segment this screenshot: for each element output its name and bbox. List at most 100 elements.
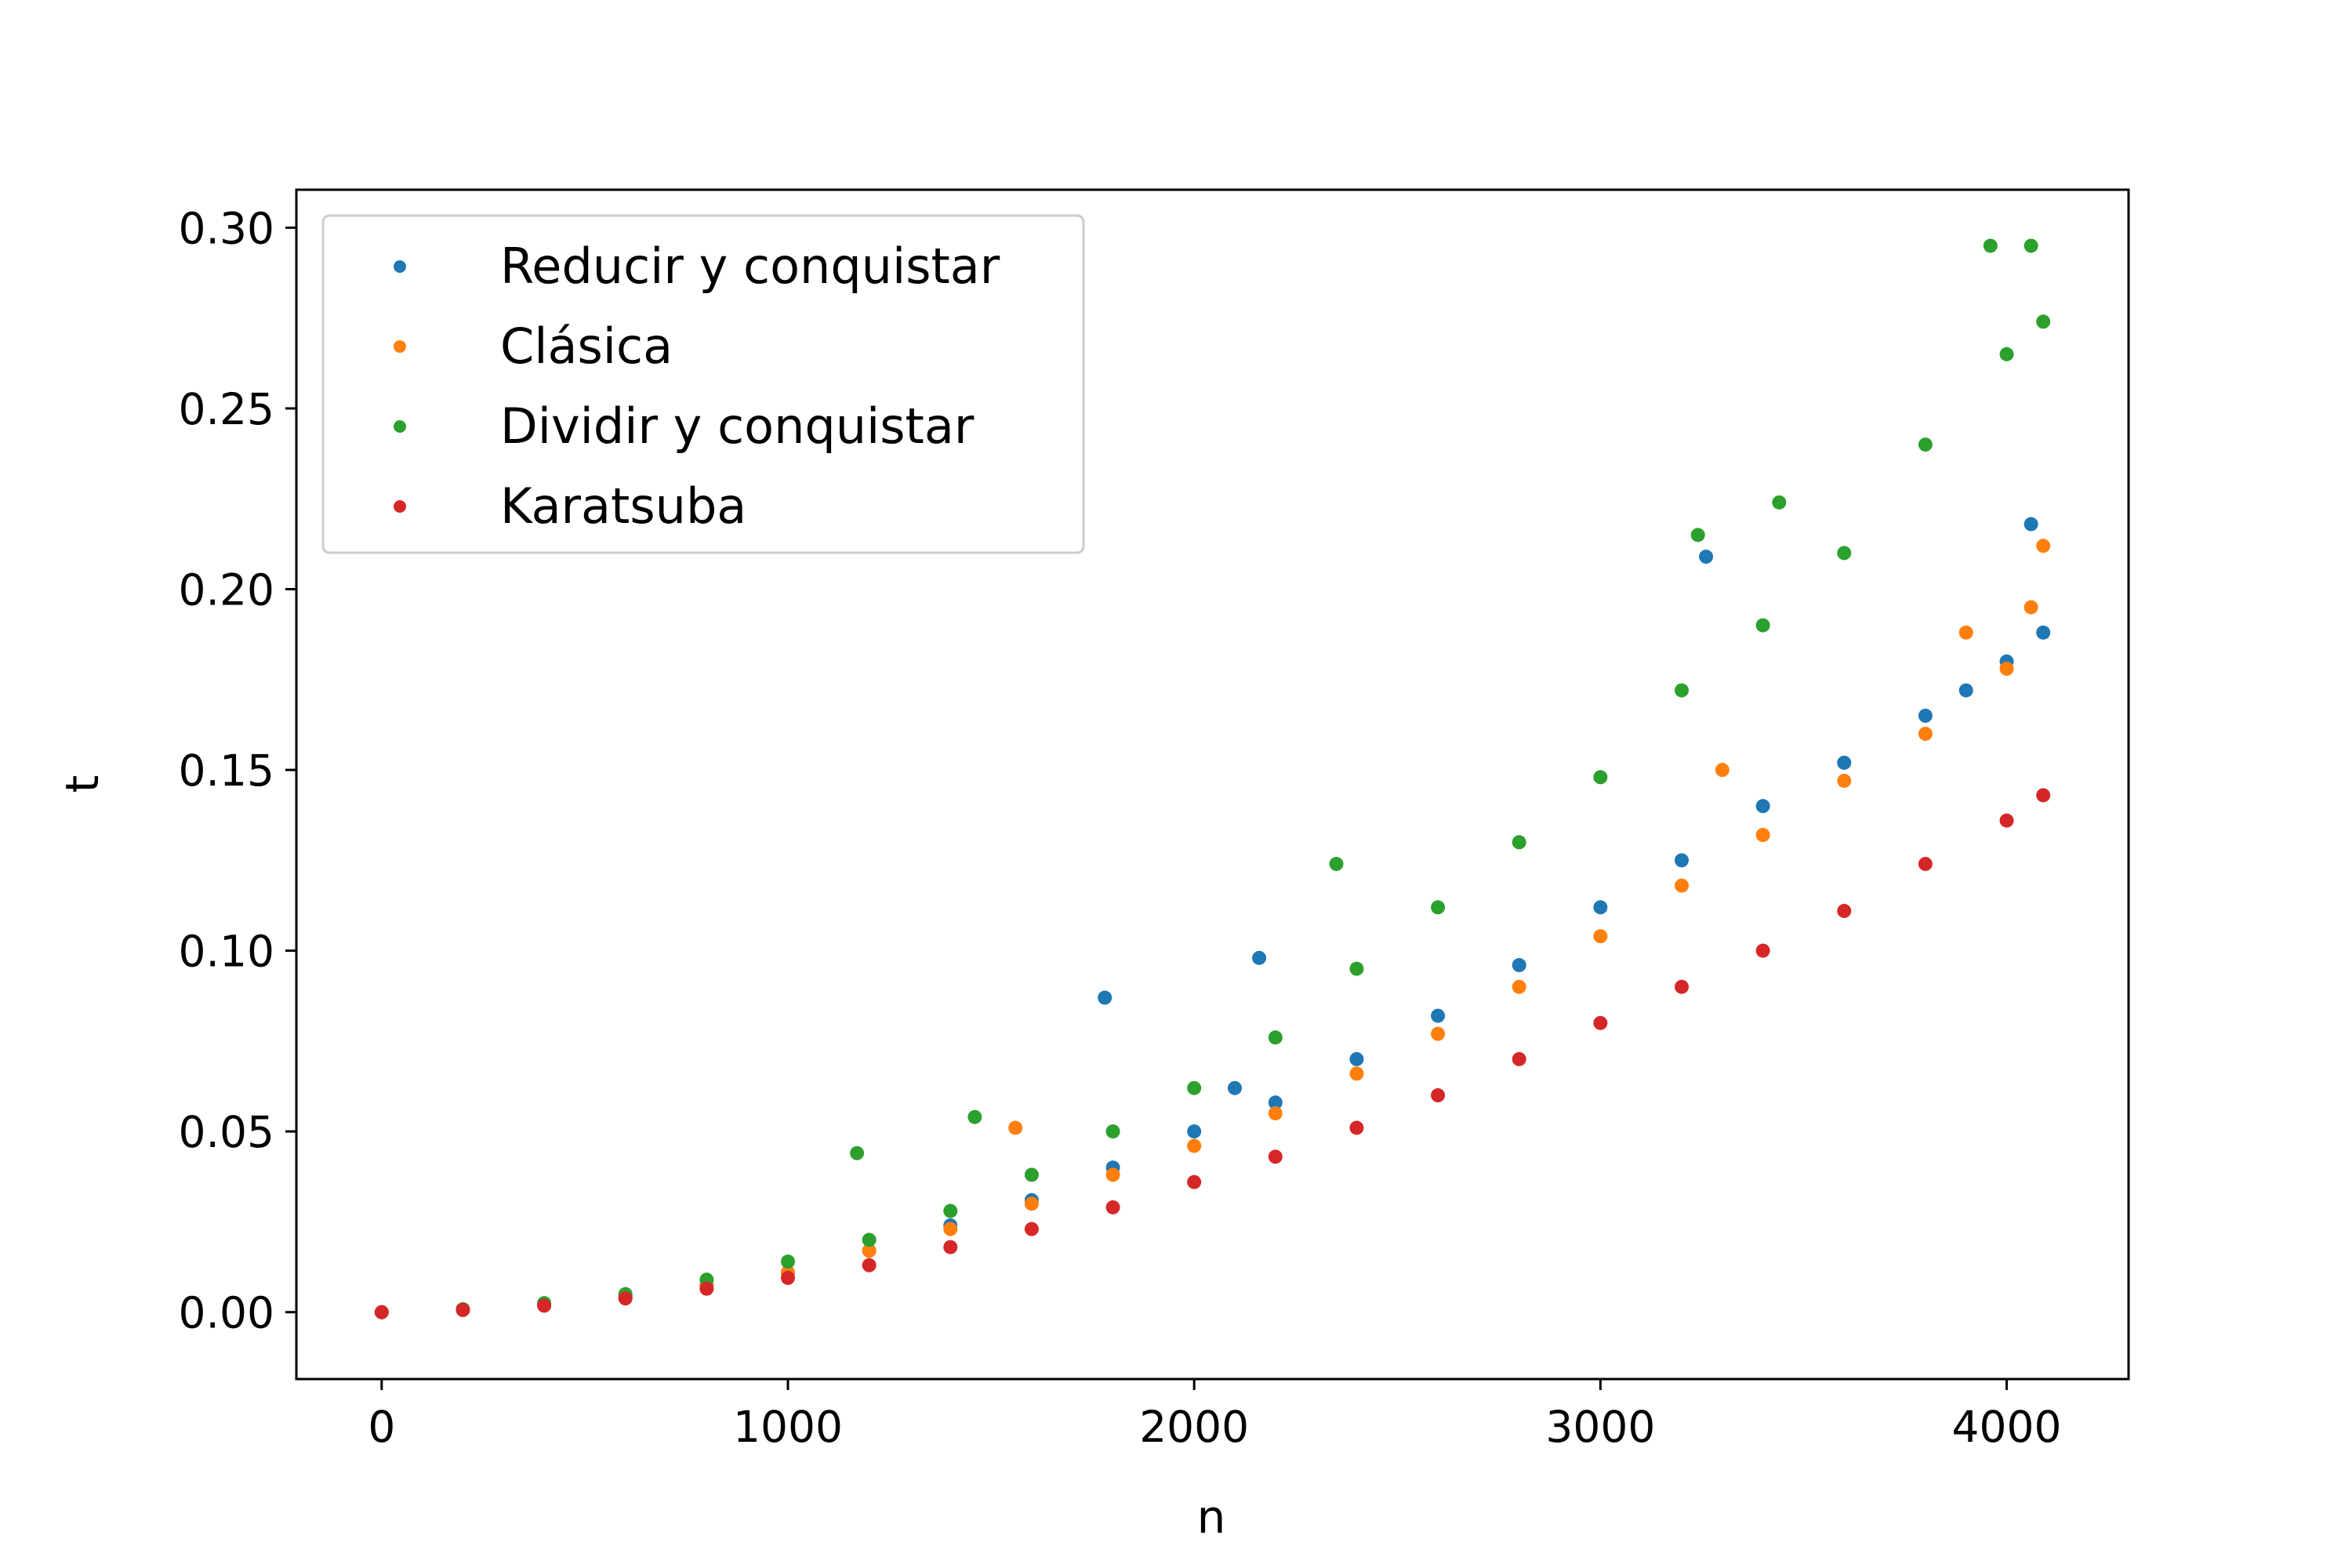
- series-layer: [374, 238, 2051, 1319]
- data-point: [1675, 683, 1689, 698]
- data-point: [1675, 853, 1689, 868]
- data-point: [1918, 726, 1933, 741]
- data-point: [1593, 770, 1608, 785]
- plot-frame: [295, 188, 2130, 1381]
- data-point: [1918, 856, 1933, 871]
- data-point: [1999, 347, 2014, 361]
- data-point: [2036, 539, 2051, 554]
- x-tick-label: 0: [368, 1402, 395, 1452]
- data-point: [1837, 903, 1852, 918]
- data-point: [1431, 1008, 1446, 1023]
- data-point: [1512, 979, 1526, 994]
- data-point: [374, 1305, 389, 1319]
- data-point: [1349, 1066, 1364, 1081]
- y-axis-label: t: [56, 775, 109, 793]
- data-point: [1837, 773, 1852, 788]
- data-point: [1512, 958, 1526, 973]
- data-point: [1755, 799, 1770, 814]
- data-point: [1593, 1015, 1608, 1030]
- data-point: [1983, 238, 1998, 253]
- legend-marker: [394, 500, 406, 513]
- series-4: [374, 788, 2051, 1319]
- data-point: [862, 1243, 877, 1258]
- data-point: [943, 1240, 958, 1254]
- data-point: [1187, 1174, 1202, 1189]
- data-point: [1105, 1200, 1120, 1214]
- legend-marker: [394, 420, 406, 433]
- data-point: [537, 1298, 552, 1313]
- data-point: [2024, 517, 2038, 532]
- y-tick-label: 0.00: [179, 1288, 274, 1338]
- data-point: [1024, 1221, 1039, 1236]
- data-point: [862, 1232, 877, 1247]
- x-tick-label: 3000: [1545, 1402, 1655, 1452]
- legend: Reducir y conquistar Clásica Dividir y con…: [321, 214, 1085, 554]
- data-point: [1755, 828, 1770, 843]
- legend-marker: [394, 340, 406, 353]
- data-point: [1268, 1149, 1283, 1164]
- data-point: [781, 1270, 795, 1285]
- data-point: [1252, 950, 1267, 965]
- data-point: [967, 1109, 982, 1124]
- data-point: [1431, 1088, 1446, 1103]
- y-tick-label: 0.20: [179, 565, 274, 615]
- data-point: [1431, 1026, 1446, 1041]
- data-point: [1999, 661, 2014, 676]
- data-point: [850, 1145, 865, 1160]
- data-point: [1008, 1120, 1023, 1135]
- data-point: [1918, 708, 1933, 723]
- data-point: [943, 1221, 958, 1236]
- data-point: [1349, 1120, 1364, 1135]
- y-axis: 0.00 0.05 0.10 0.15 0.20 0.25 0.30: [179, 203, 296, 1338]
- data-point: [943, 1203, 958, 1218]
- legend-marker: [394, 260, 406, 273]
- legend-box: [321, 214, 1085, 554]
- data-point: [1187, 1138, 1202, 1153]
- legend-entry-label: Reducir y conquistar: [500, 238, 1000, 295]
- y-tick-label: 0.10: [179, 927, 274, 977]
- data-point: [1675, 878, 1689, 893]
- data-point: [1024, 1196, 1039, 1211]
- x-axis: 0 1000 2000 3000 4000: [368, 1379, 2062, 1452]
- x-tick-label: 4000: [1952, 1402, 2062, 1452]
- data-point: [1593, 900, 1608, 915]
- data-point: [1268, 1030, 1283, 1045]
- data-point: [1837, 755, 1852, 770]
- data-point: [618, 1291, 633, 1306]
- y-tick-label: 0.15: [179, 746, 274, 796]
- data-point: [456, 1302, 470, 1317]
- data-point: [1675, 979, 1689, 994]
- data-point: [699, 1281, 714, 1296]
- data-point: [1105, 1124, 1120, 1139]
- data-point: [2036, 625, 2051, 640]
- data-point: [1690, 528, 1705, 543]
- data-point: [1187, 1080, 1202, 1095]
- data-point: [2024, 238, 2038, 253]
- data-point: [2036, 788, 2051, 803]
- data-point: [1918, 437, 1933, 452]
- x-tick-label: 1000: [733, 1402, 843, 1452]
- data-point: [2024, 600, 2038, 615]
- data-point: [1329, 856, 1344, 871]
- y-tick-label: 0.30: [179, 203, 274, 253]
- data-point: [1098, 990, 1112, 1005]
- legend-entry-label: Clásica: [500, 318, 673, 375]
- data-point: [1228, 1080, 1242, 1095]
- data-point: [1958, 683, 1973, 698]
- data-point: [781, 1254, 795, 1269]
- data-point: [1268, 1106, 1283, 1121]
- data-point: [1772, 495, 1787, 510]
- data-point: [1349, 1051, 1364, 1066]
- data-point: [1431, 900, 1446, 915]
- data-point: [1699, 550, 1714, 564]
- legend-entry-label: Karatsuba: [500, 477, 746, 535]
- data-point: [1837, 546, 1852, 561]
- data-point: [1958, 625, 1973, 640]
- legend-entry-label: Dividir y conquistar: [500, 397, 975, 455]
- x-axis-label: n: [1197, 1490, 1226, 1544]
- data-point: [1105, 1167, 1120, 1182]
- data-point: [1349, 961, 1364, 976]
- data-point: [1024, 1167, 1039, 1182]
- data-point: [2036, 314, 2051, 329]
